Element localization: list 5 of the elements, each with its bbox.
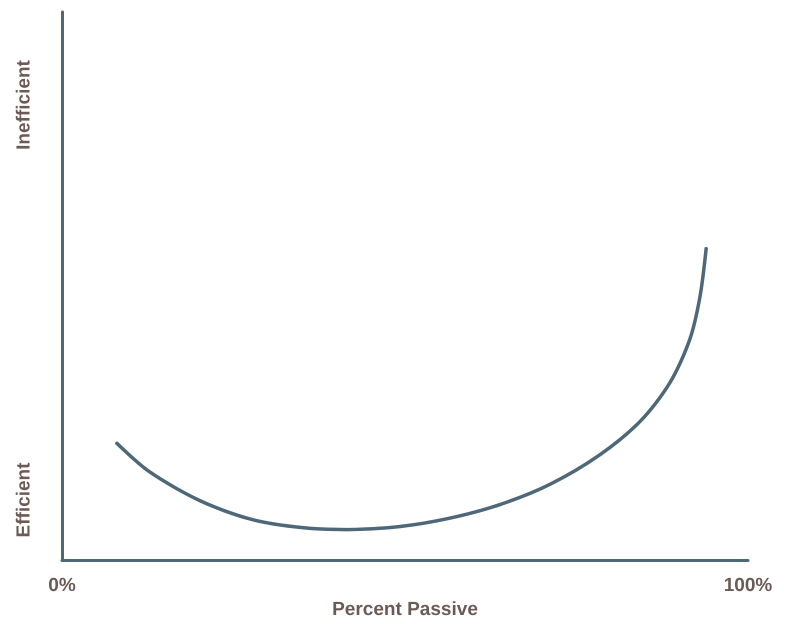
x-tick-label: 100% — [724, 575, 772, 596]
text: Efficient — [14, 462, 34, 538]
text: Inefficient — [14, 59, 34, 150]
x-tick-label: 0% — [48, 575, 76, 596]
x-axis-title: Percent Passive — [332, 599, 478, 620]
